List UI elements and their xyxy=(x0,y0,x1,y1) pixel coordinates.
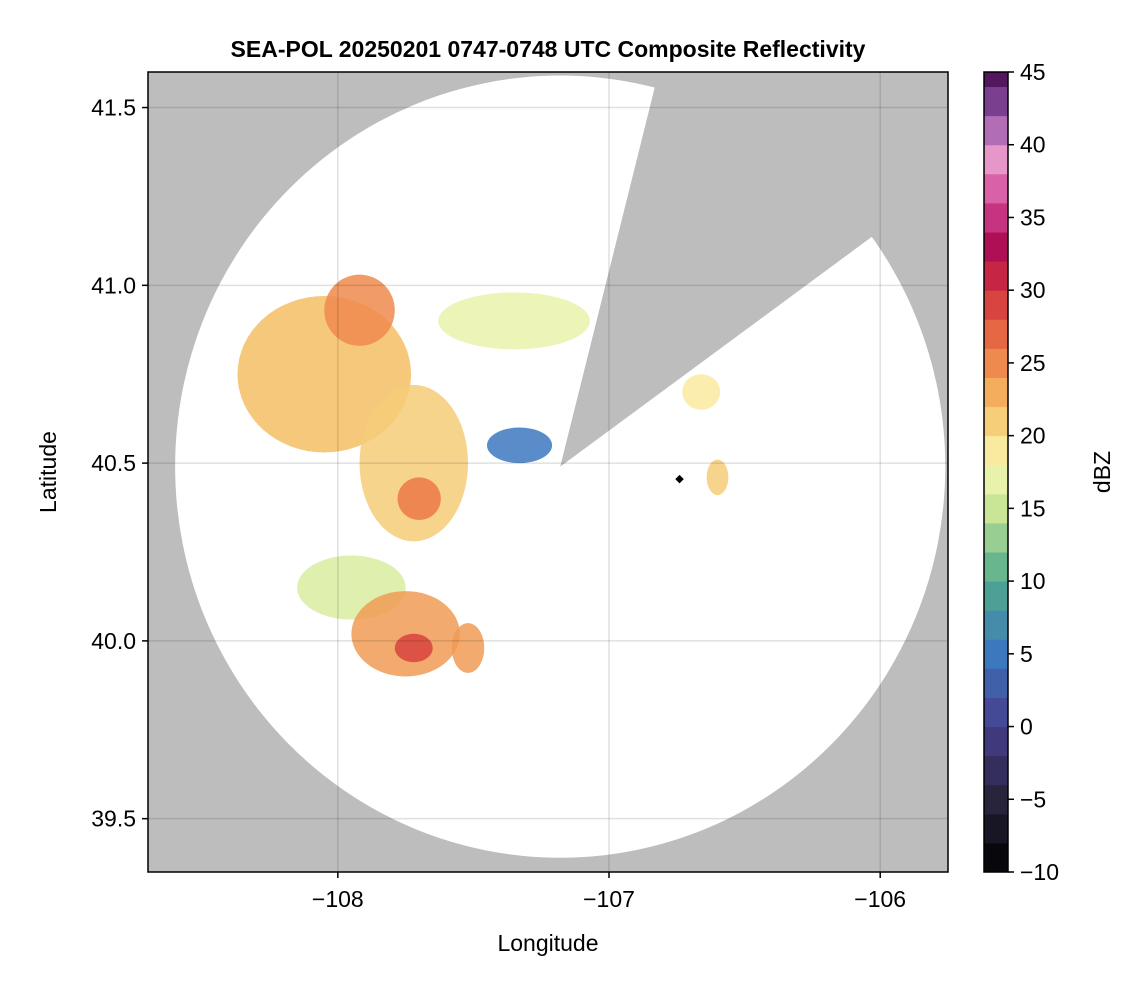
chart-title: SEA-POL 20250201 0747-0748 UTC Composite… xyxy=(231,36,866,62)
colorbar-segment xyxy=(984,348,1008,378)
y-tick-label: 40.5 xyxy=(91,450,136,476)
echo-east-cell xyxy=(706,459,729,496)
x-axis: −108 −107 −106 xyxy=(312,872,906,912)
colorbar-segment xyxy=(984,72,1008,88)
colorbar-segment xyxy=(984,290,1008,320)
echo-southwest xyxy=(351,591,460,677)
colorbar-segment xyxy=(984,319,1008,349)
colorbar-segment xyxy=(984,639,1008,669)
colorbar-label: dBZ xyxy=(1089,451,1115,493)
colorbar-tick-label: −5 xyxy=(1020,786,1046,812)
colorbar-segment xyxy=(984,406,1008,437)
y-axis: 39.5 40.0 40.5 41.0 41.5 xyxy=(91,95,148,832)
plot-frame xyxy=(147,71,949,873)
colorbar-segment xyxy=(984,610,1008,640)
blocked-sector xyxy=(560,72,948,467)
echo-central-core xyxy=(397,477,441,520)
grid-lines xyxy=(148,72,948,872)
colorbar-tick-label: 0 xyxy=(1020,714,1033,740)
colorbar-segment xyxy=(984,202,1008,233)
colorbar-segment xyxy=(984,377,1008,408)
colorbar-tick-label: 25 xyxy=(1020,350,1046,376)
x-tick-label: −108 xyxy=(312,886,364,912)
colorbar-segment xyxy=(984,144,1008,175)
echo-central xyxy=(359,384,469,542)
colorbar-segment xyxy=(984,464,1008,495)
colorbar-segment xyxy=(984,115,1008,146)
colorbar-tick-label: 10 xyxy=(1020,568,1046,594)
x-axis-label: Longitude xyxy=(497,930,598,956)
colorbar-tick-label: 30 xyxy=(1020,277,1046,303)
colorbar-segment xyxy=(984,784,1008,815)
colorbar-segment xyxy=(984,261,1008,291)
colorbar-segment xyxy=(984,581,1008,611)
y-tick-label: 41.5 xyxy=(91,95,136,121)
colorbar-tick-label: 45 xyxy=(1020,59,1046,85)
y-axis-label: Latitude xyxy=(35,431,61,513)
reflectivity-echoes xyxy=(237,274,729,677)
colorbar-segment xyxy=(984,668,1008,698)
colorbar-segment xyxy=(984,697,1008,728)
colorbar-segment xyxy=(984,755,1008,786)
y-tick-label: 40.0 xyxy=(91,628,136,654)
colorbar-segment xyxy=(984,173,1008,204)
echo-northwest-core xyxy=(324,274,395,346)
echo-north-band xyxy=(438,292,591,350)
echo-northeast-cell xyxy=(682,374,721,410)
colorbar-segment xyxy=(984,552,1008,582)
colorbar-segment xyxy=(984,435,1008,466)
site-marker xyxy=(675,474,684,484)
site-marker-diamond xyxy=(675,474,684,484)
colorbar-segment xyxy=(984,493,1008,524)
echo-near-radar-weak xyxy=(486,427,553,464)
y-tick-label: 39.5 xyxy=(91,806,136,832)
colorbar-segment xyxy=(984,232,1008,262)
colorbar-segment xyxy=(984,842,1008,873)
x-tick-label: −106 xyxy=(854,886,906,912)
colorbar-tick-label: 5 xyxy=(1020,641,1033,667)
y-tick-label: 41.0 xyxy=(91,272,136,298)
colorbar-tick-label: −10 xyxy=(1020,859,1059,885)
plot-area xyxy=(148,72,948,872)
colorbar-tick-label: 40 xyxy=(1020,132,1046,158)
colorbar-tick-label: 20 xyxy=(1020,423,1046,449)
echo-south-cell xyxy=(451,623,485,673)
colorbar-segment xyxy=(984,726,1008,757)
x-tick-label: −107 xyxy=(583,886,635,912)
colorbar-segment xyxy=(984,522,1008,553)
echo-southwest-core xyxy=(394,633,433,663)
colorbar-segment xyxy=(984,813,1008,844)
colorbar-tick-label: 35 xyxy=(1020,204,1046,230)
colorbar-frame xyxy=(983,71,1009,873)
colorbar-tick-label: 15 xyxy=(1020,495,1046,521)
colorbar-segment xyxy=(984,86,1008,117)
colorbar: −10 −5 0 5 10 15 20 25 30 35 40 45 xyxy=(983,59,1059,885)
